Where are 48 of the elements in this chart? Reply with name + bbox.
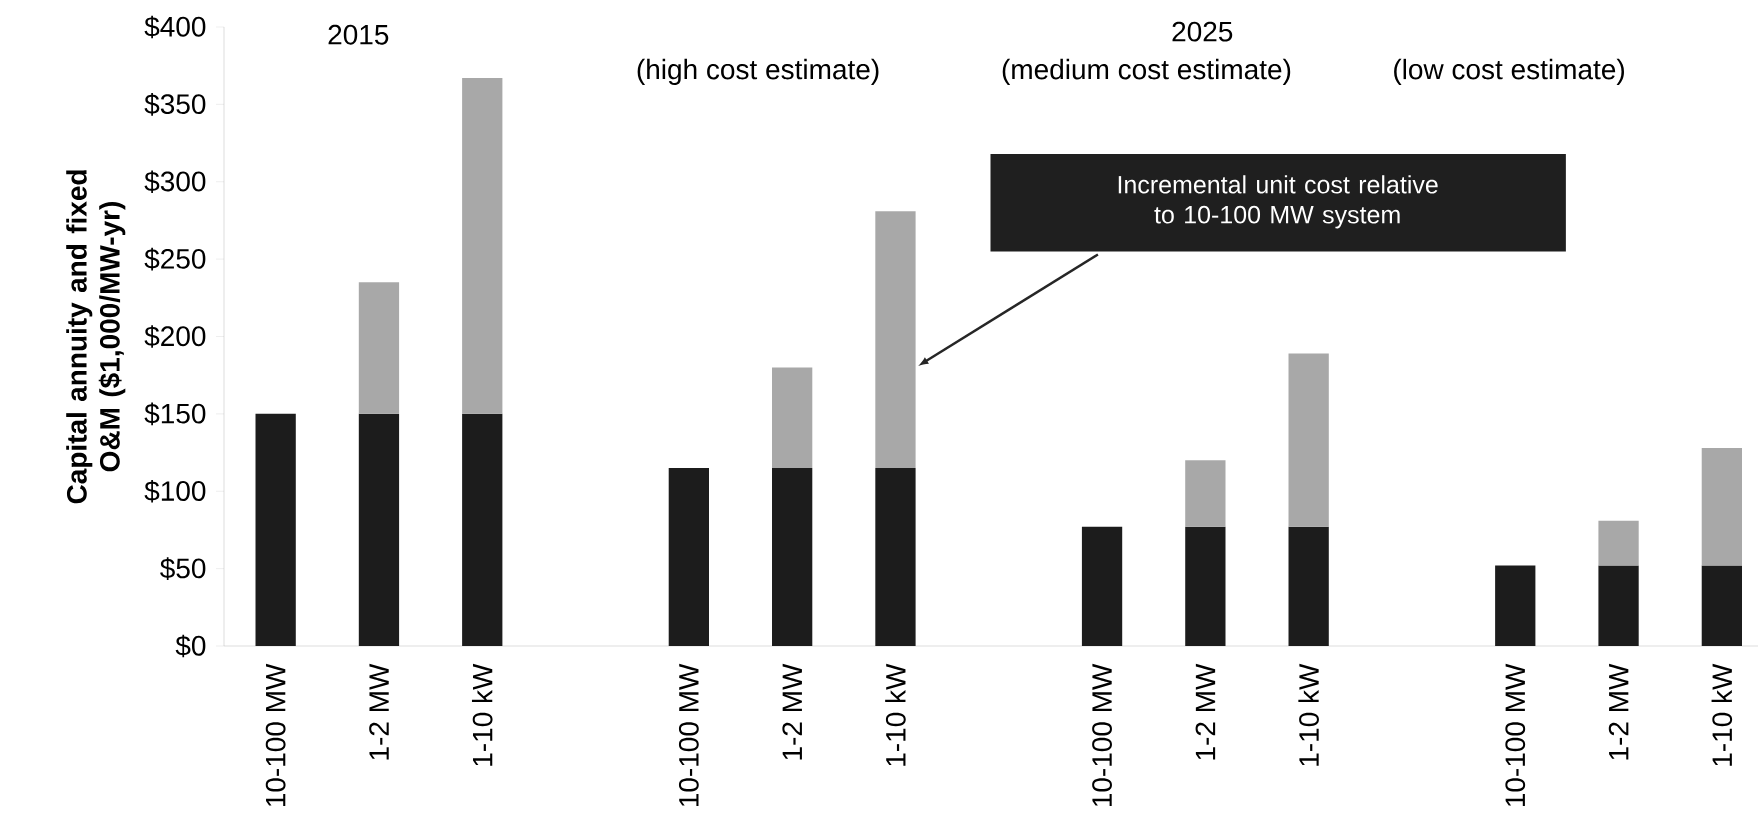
x-tick-label: 10-100 MW xyxy=(678,663,699,807)
bar xyxy=(1185,460,1226,527)
y-tick-label: $300 xyxy=(144,170,206,194)
bar xyxy=(1701,447,1742,566)
bar xyxy=(1288,526,1329,646)
bar xyxy=(462,413,503,646)
bar xyxy=(358,282,400,414)
bar xyxy=(1288,353,1329,527)
y-tick-label: $50 xyxy=(160,557,206,580)
bar xyxy=(1598,520,1639,566)
y-tick-label: $100 xyxy=(144,479,206,503)
annotation: (high cost estimate) xyxy=(637,58,879,85)
x-tick-label: 10-100 MW xyxy=(1505,663,1526,807)
x-tick-label: 1-2 MW xyxy=(782,663,802,760)
y-tick-label: $250 xyxy=(144,247,206,271)
x-tick-label: 10-100 MW xyxy=(265,663,286,807)
x-tick-label: 1-10 kW xyxy=(885,663,906,766)
bar xyxy=(1495,565,1536,646)
y-axis-title: Capital annuity and fixed O&M ($1,000/MW-yr) xyxy=(66,170,126,504)
bar xyxy=(358,413,400,646)
bar xyxy=(1701,565,1742,646)
x-tick-label: 1-10 kW xyxy=(1711,663,1733,766)
bar xyxy=(462,78,503,414)
annotation: 2025 xyxy=(1172,21,1233,42)
annotation: 2015 xyxy=(328,24,389,45)
bar xyxy=(772,468,813,646)
bar xyxy=(668,468,709,646)
annotation: (low cost estimate) xyxy=(1394,58,1624,85)
x-tick-label: 10-100 MW xyxy=(1092,663,1112,807)
y-tick-label: $350 xyxy=(144,93,206,116)
bar xyxy=(875,211,916,469)
x-tick-label: 1-2 MW xyxy=(369,663,389,760)
y-tick-label: $150 xyxy=(144,402,206,426)
bar xyxy=(875,468,916,646)
y-tick-label: $400 xyxy=(144,15,206,39)
annotation: (medium cost estimate) xyxy=(1002,58,1291,85)
x-tick-label: 1-2 MW xyxy=(1608,663,1629,760)
x-tick-label: 1-2 MW xyxy=(1195,663,1216,760)
bar xyxy=(1081,526,1123,646)
annotation: Incremental unit cost relative to 10-100 MW system xyxy=(1118,175,1438,229)
bar xyxy=(255,413,296,646)
x-tick-label: 1-10 kW xyxy=(1298,663,1319,766)
y-tick-label: $0 xyxy=(175,634,206,658)
y-tick-label: $200 xyxy=(144,325,206,348)
bar xyxy=(1185,526,1226,646)
bar xyxy=(772,367,813,469)
x-tick-label: 1-10 kW xyxy=(471,663,493,766)
bar xyxy=(1598,565,1639,646)
